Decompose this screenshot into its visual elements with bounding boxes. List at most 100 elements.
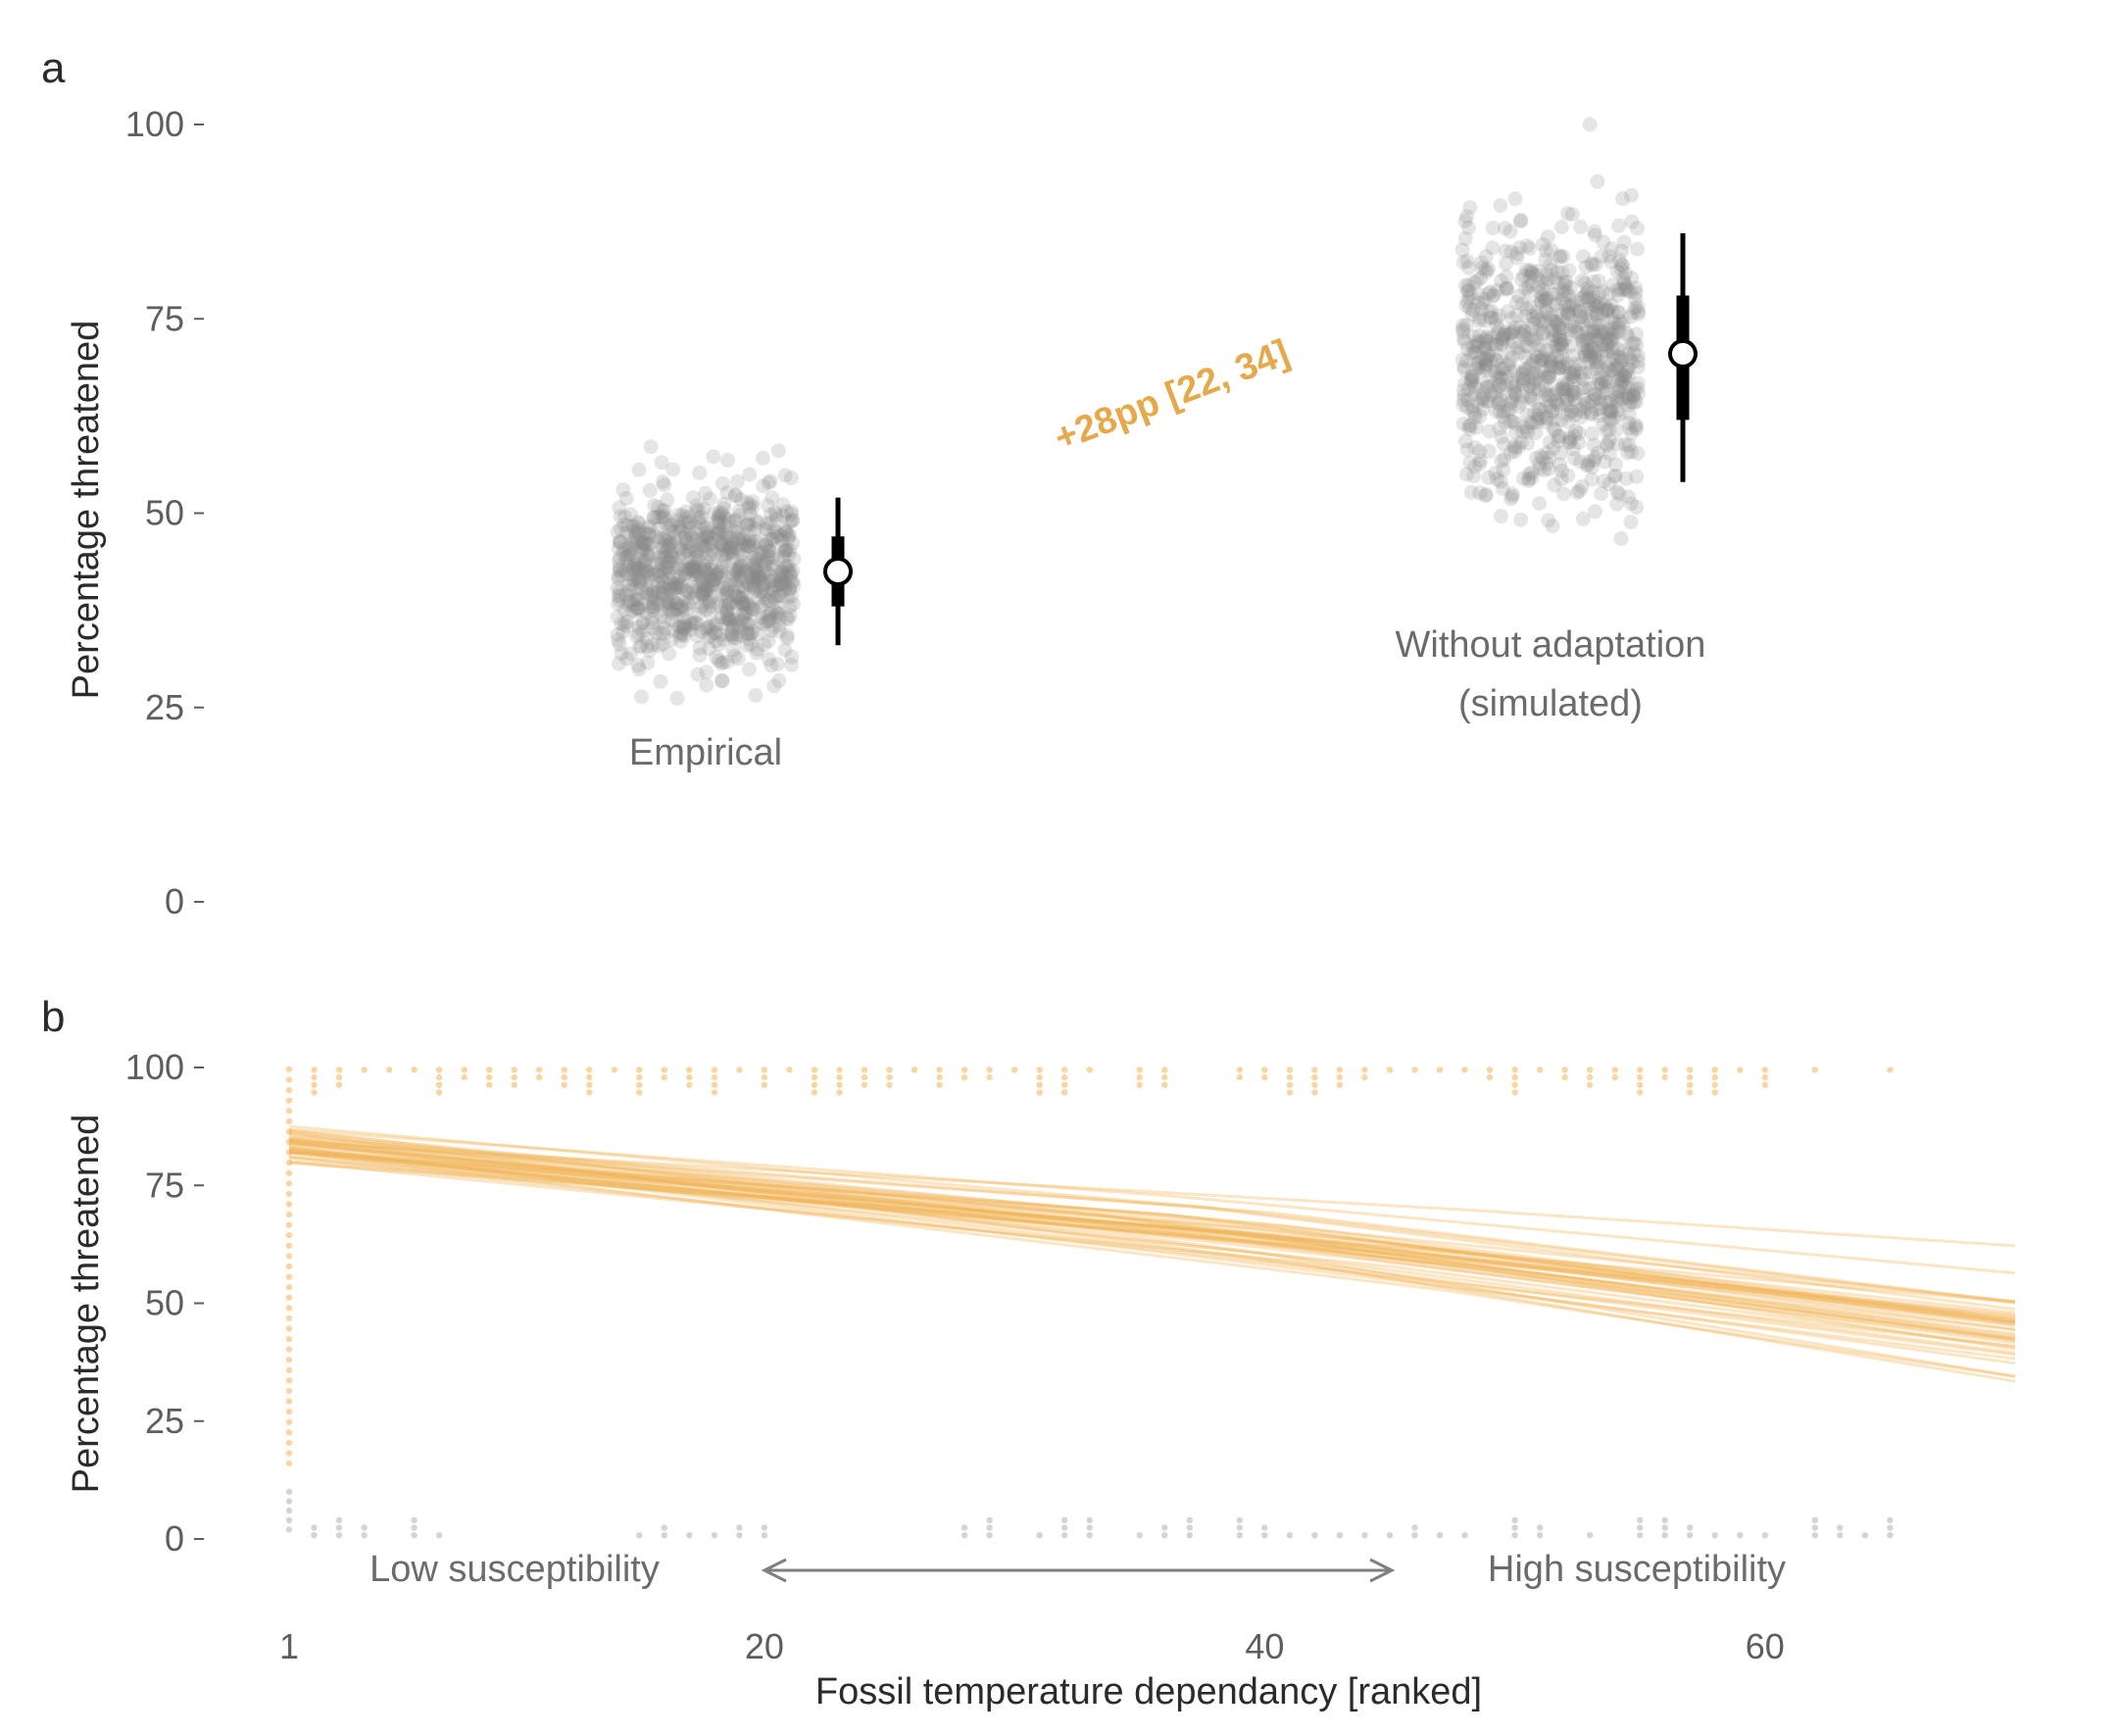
draw-point xyxy=(1457,277,1473,293)
draw-point xyxy=(1543,398,1558,414)
draw-point xyxy=(736,565,752,580)
draw-point xyxy=(1497,404,1512,420)
draw-point xyxy=(1552,397,1567,413)
draw-point xyxy=(1563,317,1579,332)
draw-point xyxy=(1504,488,1520,504)
draw-point xyxy=(739,637,755,653)
draw-point xyxy=(1548,323,1563,339)
draw-point xyxy=(1530,308,1546,323)
draw-point xyxy=(686,582,702,598)
draw-point xyxy=(1575,372,1591,387)
draw-point xyxy=(612,550,627,566)
draw-point xyxy=(698,562,714,577)
draw-point xyxy=(1601,337,1616,353)
draw-point xyxy=(1509,246,1525,262)
draw-point xyxy=(783,575,799,590)
draw-point xyxy=(1532,496,1547,512)
draw-point xyxy=(1554,265,1570,280)
draw-point xyxy=(714,588,730,604)
draw-point xyxy=(693,536,708,552)
draw-point xyxy=(1548,271,1563,286)
draw-point xyxy=(1573,291,1589,306)
draw-point xyxy=(1571,304,1587,320)
draw-point xyxy=(1575,380,1591,396)
draw-point xyxy=(1614,243,1629,259)
draw-point xyxy=(732,620,748,635)
draw-point xyxy=(657,503,672,519)
draw-point xyxy=(731,560,747,575)
draw-point xyxy=(1526,366,1541,381)
draw-point xyxy=(1507,376,1523,392)
draw-point xyxy=(630,515,646,530)
draw-point xyxy=(727,562,743,577)
draw-point xyxy=(719,534,734,550)
draw-point xyxy=(721,515,737,530)
draw-point xyxy=(633,540,649,556)
draw-point xyxy=(1537,292,1552,308)
observation-point xyxy=(435,1081,443,1089)
draw-point xyxy=(1611,323,1627,339)
draw-point xyxy=(678,583,694,599)
observation-point xyxy=(1887,1532,1894,1539)
draw-point xyxy=(1609,361,1625,376)
draw-point xyxy=(773,576,789,592)
posterior-line xyxy=(288,1151,2016,1378)
draw-point xyxy=(1459,353,1475,369)
draw-point xyxy=(775,508,791,523)
draw-point xyxy=(779,627,795,643)
draw-point xyxy=(650,557,665,572)
draw-point xyxy=(1529,305,1545,320)
posterior-line xyxy=(288,1148,2016,1303)
draw-point xyxy=(763,531,778,547)
observation-point xyxy=(1036,1089,1043,1096)
draw-point xyxy=(746,537,762,553)
draw-point xyxy=(1524,266,1540,281)
observation-point xyxy=(736,1066,743,1073)
posterior-line xyxy=(288,1145,2016,1331)
posterior-line xyxy=(288,1135,2016,1311)
observation-point xyxy=(936,1081,943,1089)
draw-point xyxy=(1590,299,1605,315)
observation-point xyxy=(1637,1524,1644,1531)
posterior-line xyxy=(288,1137,2016,1320)
draw-point xyxy=(1575,511,1591,526)
draw-point xyxy=(1549,360,1564,375)
draw-point xyxy=(1469,381,1485,397)
draw-point xyxy=(1577,405,1592,421)
draw-point xyxy=(1542,434,1557,450)
observation-point xyxy=(1336,1073,1344,1081)
draw-point xyxy=(778,568,794,583)
draw-point xyxy=(665,518,680,533)
draw-point xyxy=(1613,530,1629,546)
draw-point xyxy=(1536,350,1552,366)
draw-point xyxy=(1495,331,1510,347)
observation-point xyxy=(285,1346,293,1353)
draw-point xyxy=(778,524,794,540)
posterior-line xyxy=(288,1145,2016,1365)
draw-point xyxy=(612,553,627,569)
draw-point xyxy=(1504,486,1520,502)
draw-point xyxy=(621,544,637,560)
draw-point xyxy=(1609,282,1625,297)
draw-point xyxy=(1539,342,1554,358)
draw-point xyxy=(1552,428,1567,444)
draw-point xyxy=(631,516,646,531)
draw-point xyxy=(1478,393,1494,409)
draw-point xyxy=(1473,351,1489,367)
draw-point xyxy=(644,588,660,604)
draw-point xyxy=(1630,348,1646,364)
draw-point xyxy=(768,529,784,545)
draw-point xyxy=(1611,218,1627,233)
observation-point xyxy=(1261,1524,1268,1531)
draw-point xyxy=(1579,332,1595,348)
posterior-line xyxy=(288,1129,2016,1324)
draw-point xyxy=(764,490,780,506)
draw-point xyxy=(722,612,738,627)
observation-point xyxy=(285,1273,293,1280)
draw-point xyxy=(702,593,717,609)
draw-point xyxy=(1600,304,1615,319)
draw-point xyxy=(690,568,705,583)
draw-point xyxy=(756,579,771,595)
draw-point xyxy=(1559,382,1575,398)
draw-point xyxy=(707,625,722,641)
